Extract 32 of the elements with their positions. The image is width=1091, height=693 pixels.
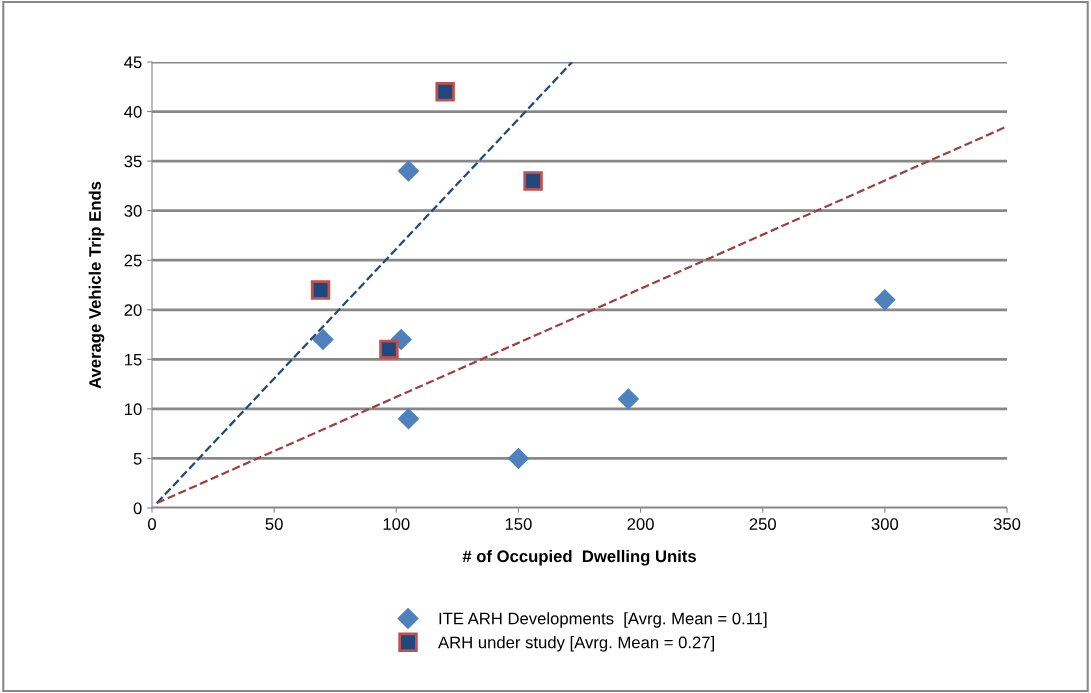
point	[379, 339, 399, 360]
x-tick-label: 250	[749, 518, 776, 530]
x-tick-label: 300	[871, 518, 899, 530]
x-tick-label: 150	[505, 518, 532, 530]
y-tick-label: 20	[124, 304, 142, 316]
y-tick-label: 45	[124, 56, 142, 69]
y-tick-label: 40	[124, 105, 142, 118]
point	[523, 171, 543, 191]
legend-label: ITE ARH Developments [Avrg. Mean = 0.11]	[439, 612, 767, 628]
point	[398, 160, 419, 182]
point	[310, 280, 331, 300]
x-tick-label: 50	[265, 518, 283, 530]
y-tick-label: 30	[124, 205, 142, 217]
y-axis-title: Average Vehicle Trip Ends	[88, 181, 105, 389]
y-tick-label: 5	[133, 453, 142, 465]
point	[618, 388, 639, 410]
point	[435, 82, 455, 102]
x-tick-label: 200	[627, 518, 654, 530]
x-axis-title: # of Occupied Dwelling Units	[462, 549, 696, 566]
legend-label: ARH under study [Avrg. Mean = 0.27]	[438, 636, 714, 652]
point	[312, 329, 334, 350]
y-tick-label: 35	[124, 155, 142, 168]
point	[398, 408, 419, 430]
x-tick-label: 350	[993, 518, 1021, 530]
x-tick-label: 0	[148, 518, 156, 530]
y-tick-label: 15	[125, 353, 142, 366]
point	[508, 448, 529, 469]
x-tick-label: 100	[383, 518, 410, 530]
y-tick-label: 25	[124, 254, 142, 267]
point	[874, 289, 896, 311]
y-tick-label: 0	[133, 502, 142, 515]
y-tick-label: 10	[125, 403, 142, 416]
